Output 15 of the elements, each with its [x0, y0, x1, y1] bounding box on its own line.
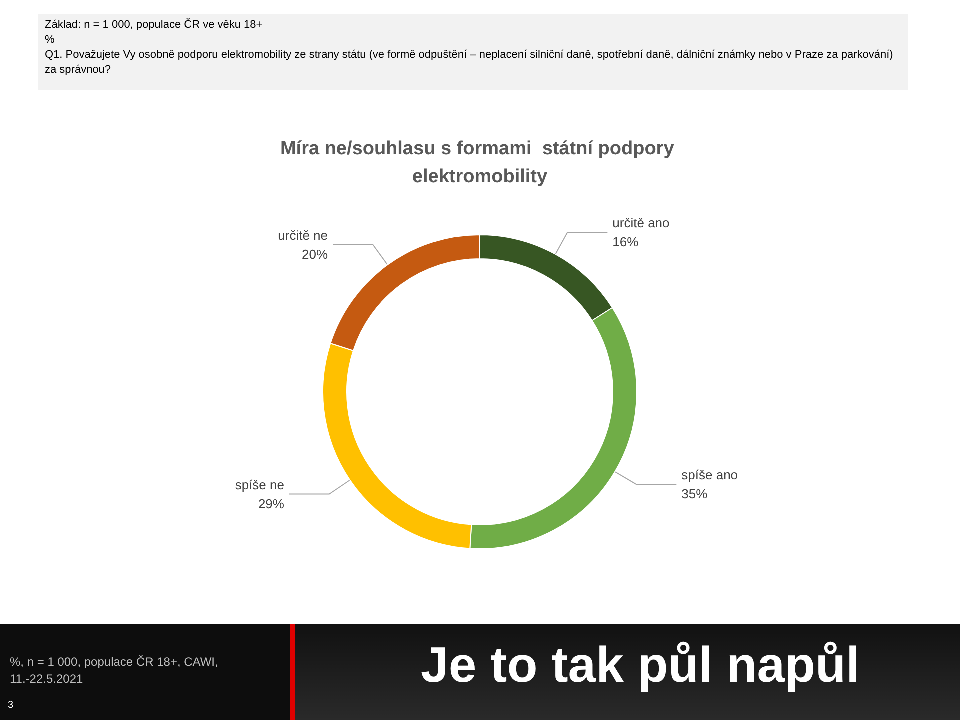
data-label: 16%	[612, 234, 640, 250]
slice-label: určitě ano	[612, 216, 670, 231]
data-label: 35%	[682, 486, 708, 502]
slice-label: spíše ne	[235, 477, 284, 492]
slice-label: určitě ne	[278, 228, 328, 243]
text: %, n = 1 000, populace ČR 18+, CAWI, 11.-22.5.2021	[10, 654, 220, 688]
chart-title: Míra ne/souhlasu s formami státní podpory elektromobility	[280, 138, 680, 188]
data-label: 20%	[302, 246, 328, 262]
data-label: 29%	[258, 496, 285, 512]
text: 3	[8, 700, 14, 711]
text: Je to tak půl napůl	[421, 636, 860, 694]
slice-label: spíše ano	[682, 468, 738, 483]
text: Základ: n = 1 000, populace ČR ve věku 18+	[45, 18, 264, 33]
text: Q1. Považujete Vy osobně podporu elektromobility ze strany státu (ve formě odpuštění – neplacení silniční daně, spotřební daně, dálniční známky nebo v Praze za parkování) za správnou?	[45, 48, 894, 78]
text: %	[45, 33, 56, 48]
